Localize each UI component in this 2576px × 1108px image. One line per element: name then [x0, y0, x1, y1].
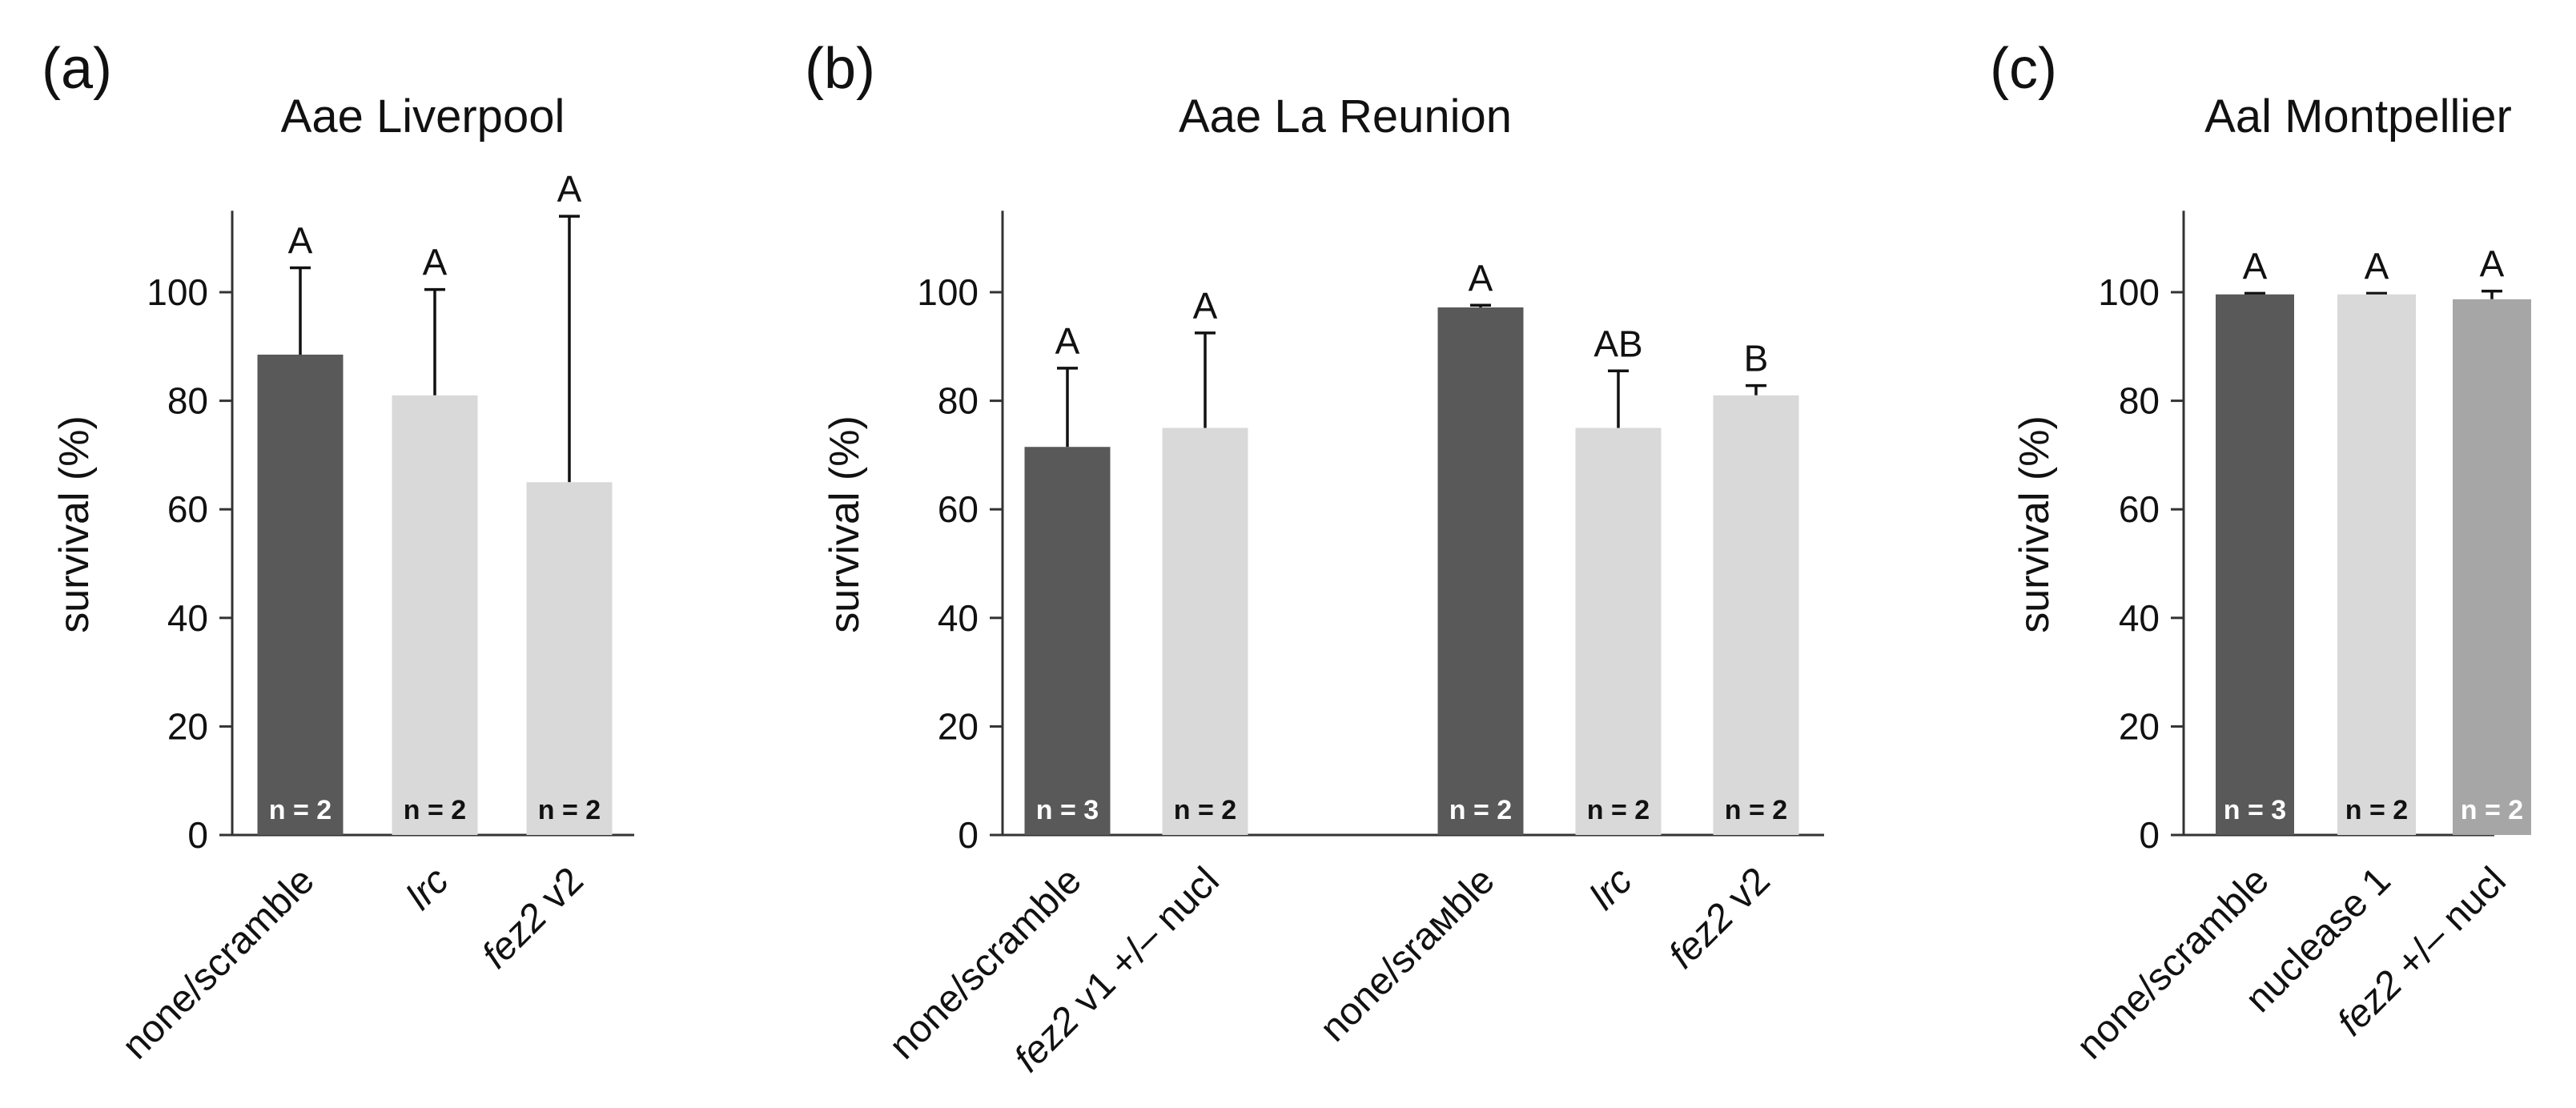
significance-label: A	[557, 168, 582, 210]
bar-group: AB n = 2 lrc	[1575, 323, 1662, 918]
y-tick-label: 60	[938, 488, 979, 530]
bar-group: An = 2 lrc	[392, 242, 478, 918]
significance-label: A	[1193, 285, 1218, 327]
bar	[1437, 307, 1524, 835]
y-tick-label: 0	[2139, 814, 2160, 856]
n-label: n = 2	[1449, 795, 1512, 825]
panel-c: (c) Aal Montpellier survival (%) 0 20 40 60 80 1…	[1990, 37, 2531, 1067]
chart-title: Aal Montpellier	[2204, 90, 2512, 143]
y-axis-label: survival (%)	[2011, 416, 2058, 633]
bar	[2337, 294, 2416, 835]
n-label: n = 2	[1587, 795, 1650, 825]
category-label: none/srамble	[1312, 859, 1503, 1050]
significance-label: A	[1055, 320, 1080, 362]
bar-group: An = 3 none/scramble	[2069, 245, 2294, 1067]
category-label: none/scramble	[2069, 859, 2277, 1067]
significance-label: AB	[1593, 323, 1642, 364]
bar-group: Bn = 2 fez2 v2	[1661, 338, 1799, 977]
bar	[392, 395, 478, 835]
n-label: n = 2	[1725, 795, 1787, 825]
y-tick-label: 20	[938, 705, 979, 747]
y-tick-label: 60	[167, 488, 208, 530]
bar-group: An = 2 none/srамble	[1312, 257, 1524, 1050]
n-label: n = 2	[538, 795, 601, 825]
bar	[1575, 428, 1662, 835]
bar-group: An = 2 none/scramble	[115, 219, 344, 1067]
y-tick-label: 100	[147, 271, 208, 313]
n-label: n = 2	[1174, 795, 1236, 825]
significance-label: A	[2365, 245, 2389, 287]
category-label: lrc	[1581, 859, 1640, 917]
significance-label: A	[2480, 243, 2505, 285]
n-label: n = 2	[2345, 795, 2408, 825]
y-tick-label: 60	[2119, 488, 2160, 530]
n-label: n = 2	[269, 795, 332, 825]
panel-label: (c)	[1990, 37, 2057, 101]
n-label: n = 3	[2224, 795, 2286, 825]
significance-label: A	[1469, 257, 1493, 299]
bar	[1713, 395, 1799, 835]
y-axis-label: survival (%)	[822, 416, 868, 633]
y-tick-label: 100	[917, 271, 979, 313]
y-tick-label: 0	[958, 814, 979, 856]
bar	[2453, 299, 2531, 836]
y-tick-label: 0	[187, 814, 208, 856]
bar	[1024, 447, 1111, 835]
n-label: n = 2	[2461, 795, 2523, 825]
y-tick-label: 20	[2119, 705, 2160, 747]
y-tick-label: 100	[2098, 271, 2160, 313]
category-label: none/scramble	[115, 859, 323, 1067]
significance-label: B	[1744, 338, 1769, 379]
y-tick-label: 40	[938, 597, 979, 639]
significance-label: A	[423, 242, 448, 283]
y-tick-label: 20	[167, 705, 208, 747]
y-tick-label: 80	[167, 380, 208, 422]
bar	[257, 354, 344, 836]
bar	[1162, 428, 1248, 835]
bar-group: An = 2 fez2 v2	[474, 168, 613, 977]
y-tick-label: 80	[2119, 380, 2160, 422]
panel-label: (b)	[805, 37, 875, 101]
panel-b: (b) Aae La Reunion survival (%) 0 20 40 60 80 10…	[805, 37, 1824, 1080]
y-tick-label: 40	[167, 597, 208, 639]
y-tick-label: 80	[938, 380, 979, 422]
chart-title: Aae Liverpool	[281, 90, 565, 143]
significance-label: A	[2243, 245, 2268, 287]
y-axis-label: survival (%)	[51, 416, 98, 633]
y-tick-label: 40	[2119, 597, 2160, 639]
category-label: lrc	[398, 859, 456, 917]
category-label: fez2 v2	[474, 859, 592, 977]
panel-a: (a) Aae Liverpool survival (%) 0 20 40 60 80 100…	[42, 37, 634, 1067]
chart-title: Aae La Reunion	[1179, 90, 1512, 143]
n-label: n = 2	[404, 795, 466, 825]
bar	[2216, 294, 2294, 835]
category-label: fez2 v2	[1661, 859, 1778, 977]
bar	[526, 482, 613, 835]
panel-label: (a)	[42, 37, 112, 101]
n-label: n = 3	[1036, 795, 1099, 825]
significance-label: A	[288, 219, 313, 261]
